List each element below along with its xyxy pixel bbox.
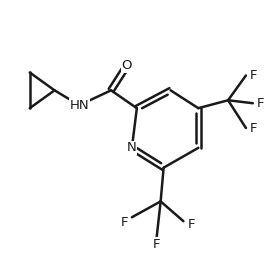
Text: F: F	[250, 121, 257, 134]
Text: HN: HN	[69, 99, 89, 112]
Text: F: F	[153, 238, 160, 251]
Text: F: F	[187, 218, 195, 231]
Text: F: F	[257, 97, 264, 110]
Text: O: O	[122, 59, 132, 72]
Text: N: N	[127, 141, 137, 154]
Text: F: F	[250, 69, 257, 82]
Text: F: F	[120, 216, 128, 229]
